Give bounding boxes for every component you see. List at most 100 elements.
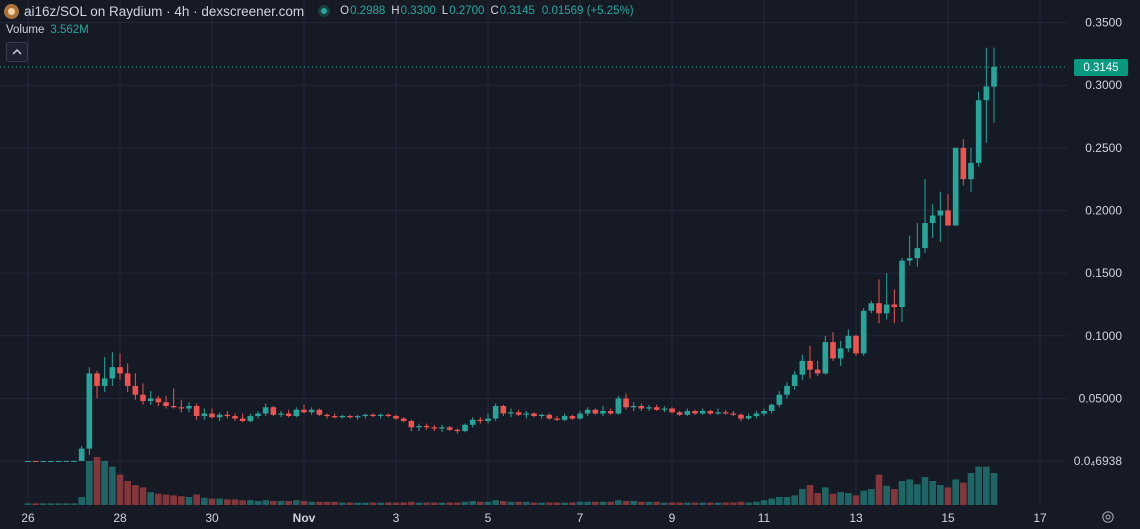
candle-body <box>837 348 844 359</box>
candle-body <box>224 414 231 417</box>
volume-bar <box>538 502 545 505</box>
candle-body <box>293 409 300 417</box>
x-tick-label: 7 <box>577 511 584 525</box>
y-tick-label: 0.1000 <box>1085 329 1122 343</box>
candle-body <box>446 427 453 430</box>
volume-bar <box>515 501 522 505</box>
token-logo-icon <box>4 3 19 19</box>
candle-body <box>584 409 591 414</box>
volume-bar <box>645 501 653 505</box>
candle-body <box>101 378 108 386</box>
volume-bar <box>768 498 775 505</box>
volume-bar <box>684 502 691 505</box>
candle-body <box>569 416 576 419</box>
candle-body <box>147 398 154 401</box>
candle-body <box>285 413 292 417</box>
settings-gear-icon[interactable] <box>1101 510 1115 524</box>
pair-label: ai16z/SOL on Raydium · 4h · dexscreener.… <box>24 3 305 19</box>
candle-body <box>554 418 560 420</box>
candle-body <box>339 416 346 418</box>
candle-body <box>262 407 269 414</box>
volume-bar <box>776 497 783 505</box>
candle-body <box>354 416 361 418</box>
candle-body <box>738 414 744 419</box>
volume-bar <box>523 501 530 505</box>
candle-body <box>209 413 215 418</box>
volume-readout: Volume 3.562M <box>6 24 89 36</box>
volume-bar <box>392 502 400 505</box>
candle-body <box>991 67 997 87</box>
volume-bar <box>78 497 85 505</box>
volume-bar <box>262 500 269 505</box>
candle-body <box>462 424 468 432</box>
candle-body <box>170 406 177 408</box>
y-tick-label: 0.2000 <box>1085 204 1122 218</box>
volume-bar <box>438 502 446 505</box>
candle-body <box>94 373 100 386</box>
collapse-legend-button[interactable] <box>6 42 28 62</box>
volume-bar <box>231 499 239 505</box>
candle-body <box>577 413 583 419</box>
candle-body <box>822 342 829 374</box>
volume-bar <box>937 485 944 505</box>
y-tick-label: 0.1500 <box>1085 266 1122 280</box>
x-tick-label: 17 <box>1033 511 1047 525</box>
candle-body <box>960 147 967 180</box>
x-tick-label: 28 <box>113 511 127 525</box>
volume-bar <box>300 501 308 505</box>
volume-bar <box>760 500 768 505</box>
volume-bar <box>630 501 637 505</box>
candle-body <box>791 374 798 386</box>
volume-bar <box>875 474 883 505</box>
candle-body <box>899 260 905 307</box>
volume-bar <box>860 490 867 505</box>
volume-bar <box>661 502 668 505</box>
volume-bar <box>699 502 706 505</box>
volume-bar <box>929 481 936 505</box>
candle-body <box>178 407 185 409</box>
candle-body <box>845 335 852 349</box>
volume-bar <box>377 502 384 505</box>
volume-bar <box>24 503 32 505</box>
live-status-icon <box>318 5 331 17</box>
candle-body <box>477 419 484 422</box>
volume-bar <box>446 502 453 505</box>
volume-bar <box>124 481 131 505</box>
volume-bar <box>638 501 645 505</box>
volume-bar <box>277 501 285 505</box>
candle-body <box>646 407 652 409</box>
x-tick-label: 11 <box>758 511 771 525</box>
volume-bar <box>216 498 223 505</box>
candle-body <box>753 413 760 417</box>
volume-bar <box>975 466 982 505</box>
candle-body <box>776 394 783 405</box>
volume-bar <box>423 502 430 505</box>
volume-bar <box>323 501 331 505</box>
volume-bar <box>208 498 216 505</box>
volume-bar <box>369 502 377 505</box>
volume-bar <box>155 493 162 505</box>
candle-body <box>615 398 622 414</box>
volume-bar <box>553 502 561 505</box>
candle-body <box>730 413 737 415</box>
open-label: O <box>340 5 350 17</box>
candle-body <box>807 360 813 370</box>
candle-body <box>347 416 353 418</box>
candle-body <box>623 398 629 408</box>
candle-body <box>745 416 752 419</box>
candle-body <box>439 427 445 429</box>
volume-bar <box>285 501 292 505</box>
candle-body <box>814 369 821 374</box>
candle-body <box>922 223 928 249</box>
x-tick-label: 3 <box>393 511 400 525</box>
candle-body <box>117 367 123 374</box>
volume-bar <box>492 500 499 505</box>
volume-bar <box>193 494 200 505</box>
y-tick-label: 0.05000 <box>1079 391 1123 405</box>
candle-body <box>715 412 721 414</box>
volume-bar <box>707 502 714 505</box>
volume-bar <box>477 501 484 505</box>
candle-body <box>653 407 660 410</box>
